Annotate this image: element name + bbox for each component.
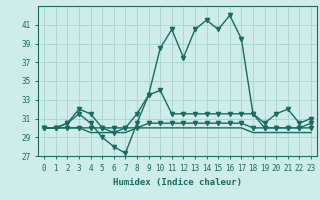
X-axis label: Humidex (Indice chaleur): Humidex (Indice chaleur) — [113, 178, 242, 187]
